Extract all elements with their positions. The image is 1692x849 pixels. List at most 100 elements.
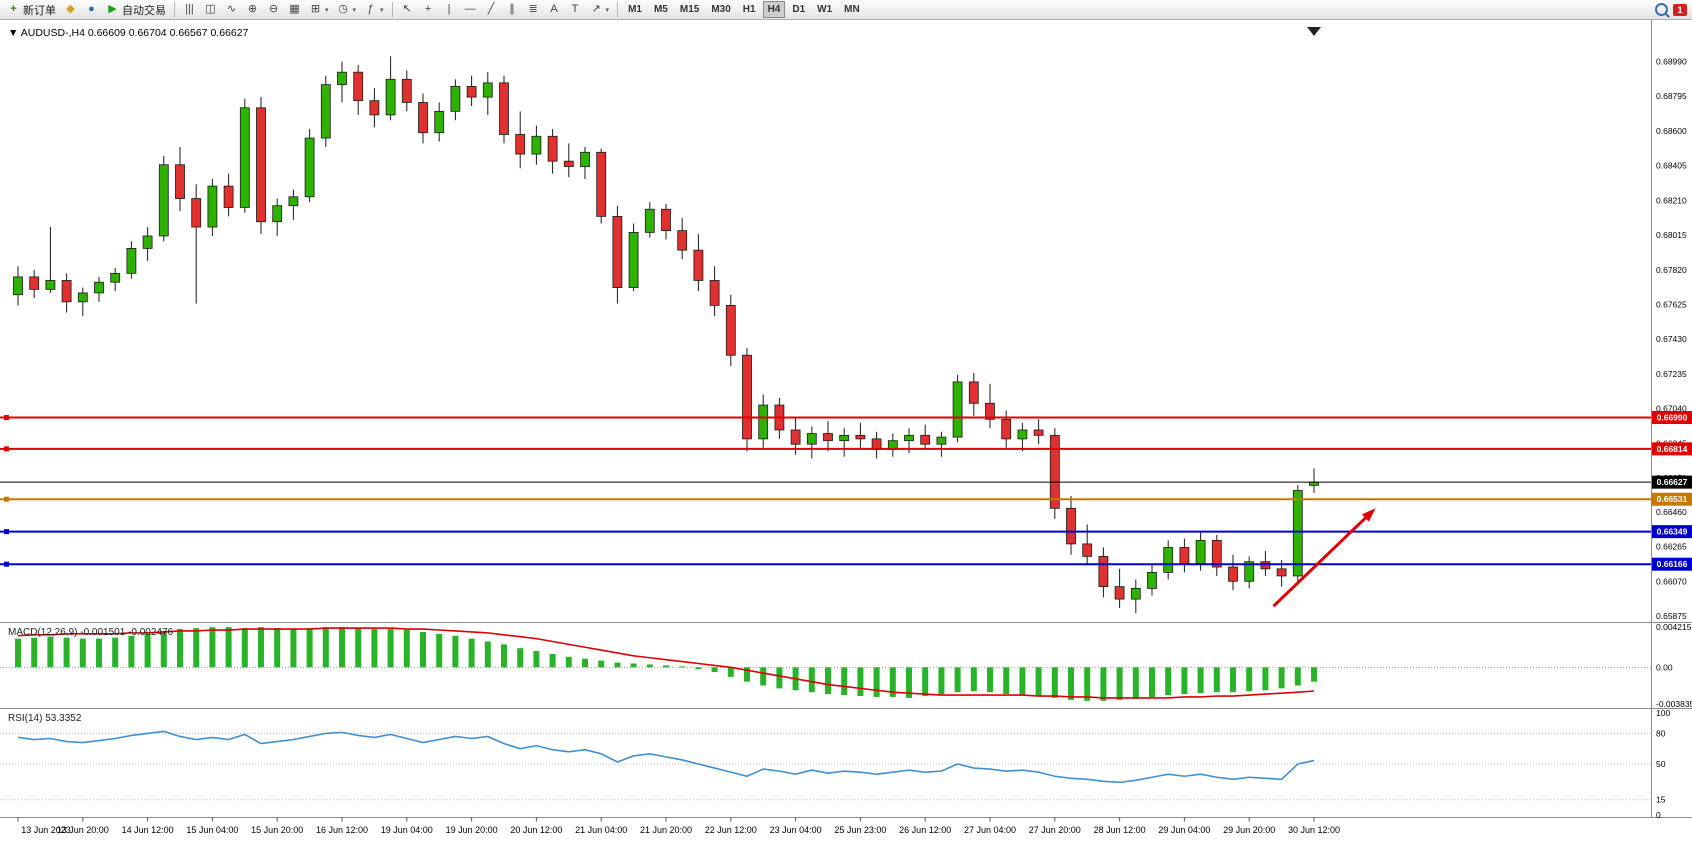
price-tag — [1652, 557, 1692, 571]
macd-bar — [1116, 667, 1123, 700]
line-handle[interactable] — [4, 496, 9, 502]
label-button[interactable]: T — [565, 0, 586, 19]
svg-text:0.00: 0.00 — [1656, 662, 1673, 672]
zoom-in-button[interactable]: ⊕ — [242, 0, 263, 19]
candle-body — [385, 78, 396, 116]
candle-body — [628, 231, 639, 288]
price-tag — [1652, 525, 1692, 539]
line-handle[interactable] — [4, 561, 9, 567]
candle-body — [985, 402, 995, 420]
svg-text:16 Jun 12:00: 16 Jun 12:00 — [316, 825, 368, 835]
search-icon[interactable] — [1655, 3, 1668, 16]
channel-button[interactable]: ∥ — [502, 0, 523, 19]
candlestick-icon: ◫ — [205, 3, 216, 15]
bar-chart-icon: ||| — [185, 3, 194, 15]
trend-arrow[interactable] — [1272, 508, 1376, 608]
text-button[interactable]: A — [544, 0, 565, 19]
tile-windows-button[interactable]: ▦ — [284, 0, 305, 19]
dropdown-arrow-icon: ▾ — [380, 6, 384, 14]
zoom-out-button[interactable]: ⊖ — [263, 0, 284, 19]
period-d1-button[interactable]: D1 — [792, 4, 806, 15]
candle-body — [369, 100, 380, 116]
period-m5-button[interactable]: M5 — [653, 4, 668, 15]
period-m15-button[interactable]: M15 — [679, 4, 700, 15]
candle-body — [742, 354, 752, 440]
candlestick-button[interactable]: ◫ — [200, 0, 221, 19]
svg-text:0.67625: 0.67625 — [1656, 299, 1687, 309]
macd-bar — [646, 664, 653, 668]
period-h4-button[interactable]: H4 — [762, 1, 786, 18]
candle-body — [191, 198, 202, 228]
period-mn-button[interactable]: MN — [844, 4, 860, 15]
macd-bar — [387, 629, 394, 668]
period-m30-button[interactable]: M30 — [711, 4, 731, 15]
macd-bar — [1035, 667, 1042, 697]
svg-text:29 Jun 20:00: 29 Jun 20:00 — [1223, 825, 1275, 835]
svg-text:50: 50 — [1656, 759, 1666, 769]
svg-text:0.66265: 0.66265 — [1656, 542, 1687, 552]
indicators-button[interactable]: ƒ ▾ — [360, 0, 388, 19]
chart-window: 0.68990 0.68795 0.68600 0.68405 0.68210 0.680… — [0, 20, 1692, 836]
chart-info-line[interactable]: ▼ AUDUSD-,H4 0.66609 0.66704 0.66567 0.6… — [8, 27, 249, 39]
notification-badge[interactable]: 1 — [1673, 3, 1687, 16]
trend-arrow-head[interactable] — [1361, 508, 1376, 522]
candle-body — [1017, 429, 1028, 440]
crosshair-button[interactable]: + — [418, 0, 439, 19]
arrows-button[interactable]: ↗ ▾ — [586, 0, 614, 19]
candle-body — [1114, 586, 1125, 600]
svg-text:0.68795: 0.68795 — [1656, 91, 1687, 101]
cursor-button[interactable]: ↖ — [397, 0, 418, 19]
vertical-line-button[interactable]: | — [439, 0, 460, 19]
period-h1-button[interactable]: H1 — [742, 4, 756, 15]
candle-body — [434, 110, 445, 134]
svg-text:0.65875: 0.65875 — [1656, 611, 1687, 621]
svg-text:22 Jun 12:00: 22 Jun 12:00 — [705, 825, 757, 835]
metaeditor-button[interactable]: ◆ — [60, 0, 81, 19]
candle-body — [1228, 566, 1238, 582]
candle-body — [952, 381, 963, 438]
autotrading-button[interactable]: ▶ 自动交易 — [102, 0, 170, 19]
macd-panel: 0.004215 0.00 -0.003835 — [0, 622, 1692, 709]
candle-body — [158, 164, 169, 237]
new-order-icon: + — [10, 3, 17, 15]
macd-bar — [128, 635, 135, 668]
metaeditor-icon: ◆ — [66, 3, 75, 15]
candle-body — [1179, 547, 1190, 564]
clock-button[interactable]: ◷ ▾ — [333, 0, 361, 19]
candle-body — [61, 280, 72, 303]
candle-body — [482, 82, 493, 98]
trendline-button[interactable]: ╱ — [481, 0, 502, 19]
line-chart-button[interactable]: ∿ — [221, 0, 242, 19]
candle-body — [1292, 490, 1303, 577]
line-handle[interactable] — [4, 529, 9, 535]
macd-bar — [63, 637, 70, 668]
svg-text:19 Jun 20:00: 19 Jun 20:00 — [446, 825, 498, 835]
profiles-button[interactable]: ● — [81, 0, 102, 19]
macd-bar — [1213, 667, 1220, 693]
new-chart-button[interactable]: ⊞ ▾ — [305, 0, 333, 19]
candle-body — [288, 196, 299, 207]
macd-bar — [987, 667, 993, 693]
line-handle[interactable] — [4, 446, 9, 452]
fibonacci-button[interactable]: ≣ — [523, 0, 544, 19]
line-handle[interactable] — [4, 415, 9, 421]
bar-chart-button[interactable]: ||| — [179, 0, 200, 19]
trend-arrow-shaft[interactable] — [1272, 514, 1370, 608]
period-w1-button[interactable]: W1 — [817, 4, 833, 15]
period-m1-button[interactable]: M1 — [628, 4, 642, 15]
svg-text:MACD(12,26,9) -0.001501 -0.002: MACD(12,26,9) -0.001501 -0.002476 — [8, 627, 174, 638]
candle-body — [175, 164, 185, 199]
price-scale[interactable]: 0.68990 0.68795 0.68600 0.68405 0.68210 0.680… — [1656, 57, 1687, 622]
crosshair-icon: + — [424, 3, 432, 15]
new-order-button[interactable]: + 新订单 — [3, 0, 60, 19]
candle-body — [1001, 418, 1012, 440]
macd-bar — [274, 628, 281, 668]
svg-text:21 Jun 04:00: 21 Jun 04:00 — [575, 825, 627, 835]
candle-body — [580, 151, 590, 167]
macd-bar — [436, 633, 443, 668]
macd-bar — [225, 627, 232, 668]
horizontal-line-button[interactable]: — — [460, 0, 481, 19]
rsi-label: RSI(14) 53.3352 — [8, 713, 82, 724]
macd-bar — [96, 638, 102, 668]
